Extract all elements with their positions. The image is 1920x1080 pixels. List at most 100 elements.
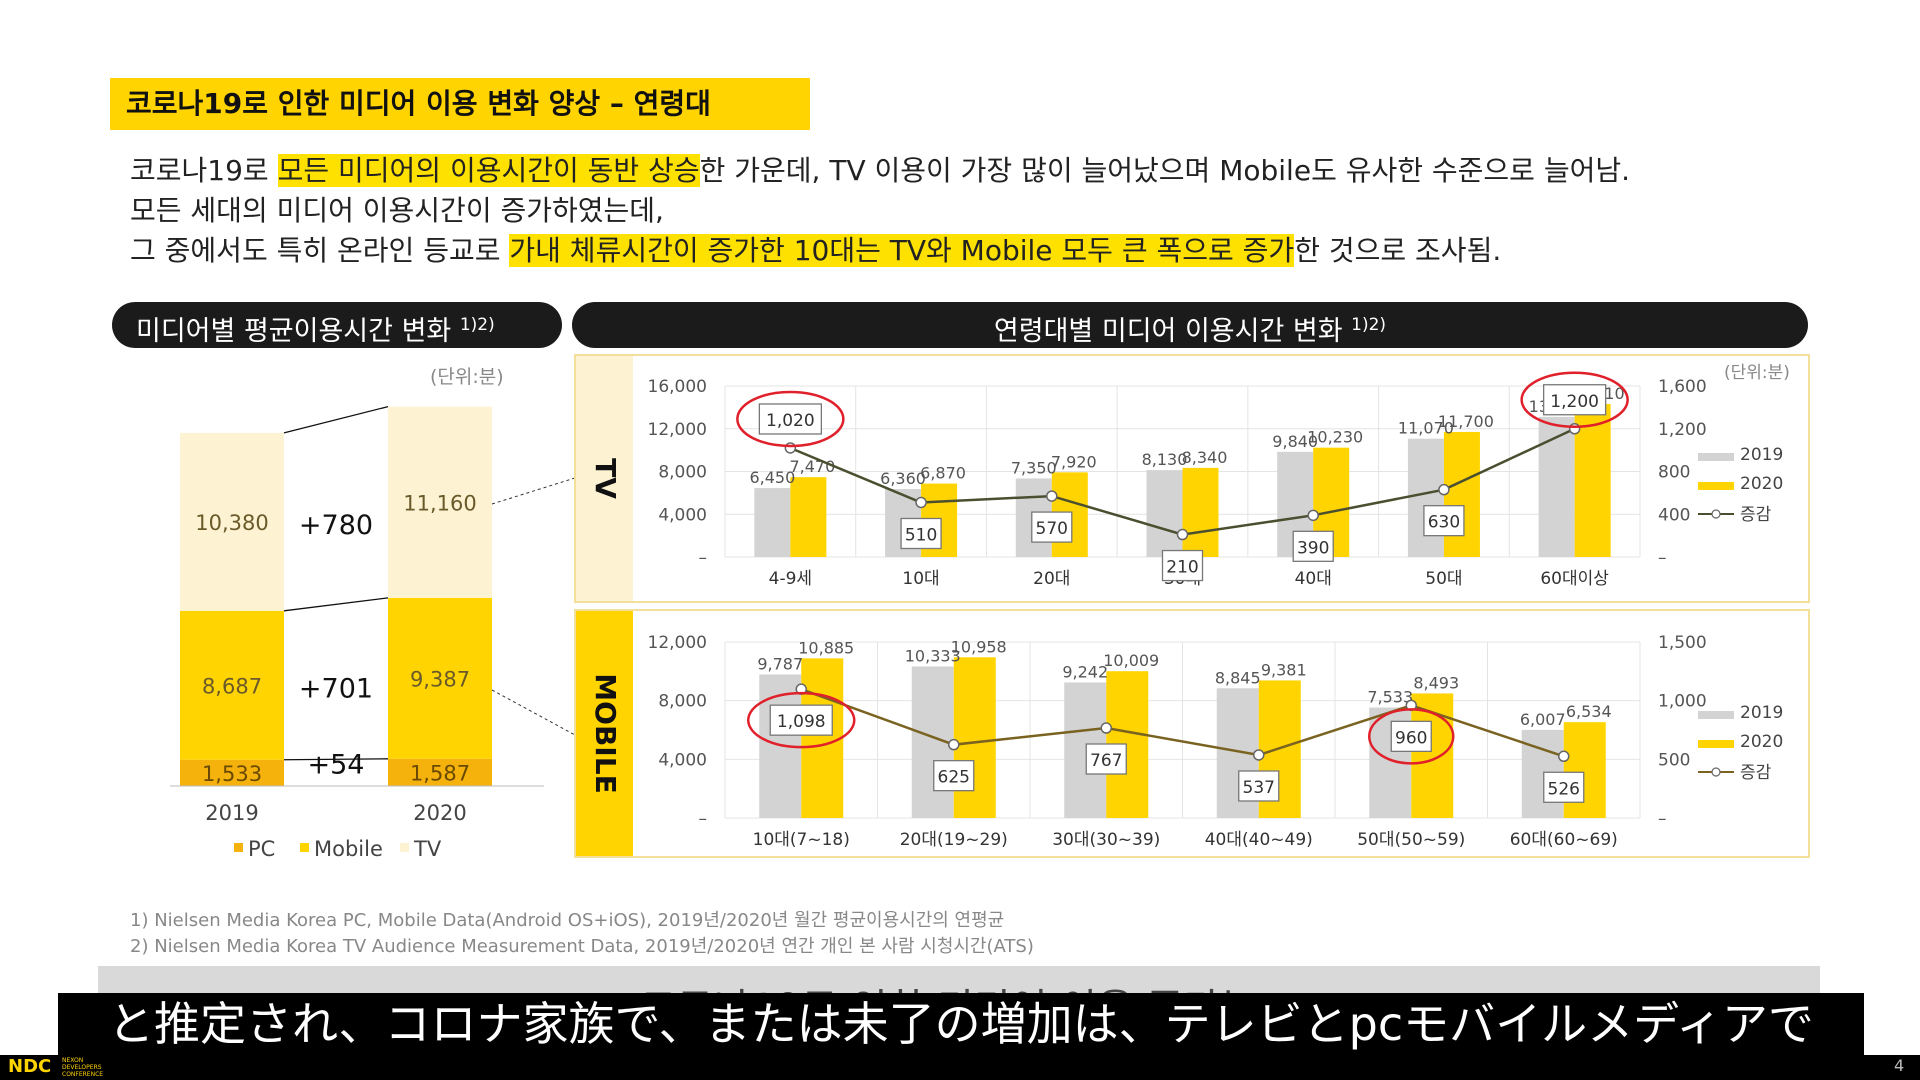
footer-bar: [0, 1055, 1920, 1080]
section-frame: [574, 354, 1810, 603]
y2-tick-label: 1,500: [1658, 633, 1707, 653]
diff-label-box: [1085, 743, 1127, 775]
legend-swatch: [300, 843, 309, 852]
y-tick-label: 12,000: [648, 420, 707, 440]
description-line-2: 모든 세대의 미디어 이용시간이 증가하였는데,: [130, 194, 664, 227]
value-label-2020: 7,920: [1051, 452, 1097, 471]
footnote-2: 2) Nielsen Media Korea TV Audience Measu…: [130, 936, 1034, 957]
category-label: 40대(40~49): [1205, 830, 1313, 850]
text-segment: 그 중에서도 특히 온라인 등교로: [130, 234, 510, 267]
diff-label: 1,020: [766, 411, 815, 431]
value-label-2020: 10,958: [951, 637, 1007, 656]
ndc-logo-subtitle: NEXON DEVELOPERS CONFERENCE: [62, 1057, 104, 1078]
diff-label-box: [769, 704, 833, 736]
y-tick-label: 4,000: [658, 505, 707, 525]
stack-tv-bar: [388, 406, 492, 598]
diff-point: [1253, 749, 1265, 761]
description-line-3: 그 중에서도 특히 온라인 등교로 가내 체류시간이 증가한 10대는 TV와 …: [130, 232, 1501, 270]
category-label: 10대(7~18): [753, 830, 850, 850]
description-line-1: 코로나19로 모든 미디어의 이용시간이 동반 상승한 가운데, TV 이용이 …: [130, 152, 1630, 190]
category-label: 40대: [1295, 569, 1332, 589]
bar-2020: [1563, 722, 1606, 818]
diff-point: [1568, 423, 1581, 435]
category-label: 4-9세: [769, 569, 812, 589]
connector-line: [283, 597, 389, 612]
text-segment: 코로나19로: [130, 154, 278, 187]
value-label-2020: 10,009: [1103, 651, 1159, 670]
category-label: 60대이상: [1540, 569, 1609, 589]
diff-point: [1558, 750, 1570, 763]
value-label-2020: 10,885: [798, 638, 854, 657]
legend-label: 2019: [1740, 703, 1783, 723]
diff-label: 630: [1428, 513, 1460, 533]
left-panel-title: 미디어별 평균이용시간 변화: [136, 316, 452, 347]
stack-value-label: 1,533: [202, 762, 262, 786]
value-label-2019: 8,130: [1142, 450, 1188, 469]
category-label: 50대: [1425, 569, 1462, 589]
value-label-2019: 6,360: [880, 469, 926, 488]
stack-tv-bar: [180, 432, 284, 611]
y-tick-label: 12,000: [648, 633, 707, 653]
stack-pc-bar: [180, 759, 284, 786]
bar-2020: [1443, 431, 1480, 557]
stack-mobile-bar: [180, 610, 284, 760]
category-label: 2020: [413, 801, 466, 825]
value-label-2019: 9,242: [1062, 662, 1108, 681]
value-label-2020: 9,381: [1261, 660, 1307, 679]
diff-label: 526: [1548, 779, 1580, 799]
section-label-strip: [575, 610, 633, 857]
diff-label-box: [1543, 771, 1585, 803]
y2-tick-label: 1,000: [1658, 692, 1707, 712]
y-tick-label: –: [699, 809, 708, 829]
diff-point: [1046, 490, 1058, 502]
ndc-logo: NDC: [8, 1056, 52, 1077]
diff-label: 960: [1395, 728, 1427, 748]
y2-tick-label: –: [1658, 548, 1667, 568]
diff-point: [1438, 483, 1450, 496]
slide-title: 코로나19로 인한 미디어 이용 변화 양상 – 연령대: [126, 87, 711, 120]
y-tick-label: 8,000: [658, 692, 707, 712]
highlight-circle: [1368, 708, 1455, 765]
stack-value-label: 8,687: [202, 674, 262, 698]
diff-label-box: [1542, 384, 1607, 416]
value-label-2019: 6,007: [1520, 710, 1566, 729]
diff-label: 390: [1297, 538, 1329, 558]
y-tick-label: 16,000: [648, 377, 707, 397]
leader-line-tv: [491, 477, 576, 505]
diff-point: [1307, 509, 1319, 522]
bar-2020: [953, 657, 996, 818]
y2-tick-label: –: [1658, 809, 1667, 829]
footnote-1: 1) Nielsen Media Korea PC, Mobile Data(A…: [130, 910, 1005, 931]
diff-label: 210: [1166, 558, 1198, 578]
legend-swatch: [400, 843, 409, 852]
legend-swatch-2019: [1698, 453, 1734, 461]
stack-mobile-bar: [388, 597, 492, 759]
category-label: 20대: [1033, 569, 1070, 589]
legend-swatch: [234, 843, 243, 852]
legend-swatch-2020: [1698, 740, 1734, 748]
legend-label: TV: [413, 837, 442, 861]
highlight-circle: [736, 390, 845, 448]
diff-point: [784, 442, 797, 454]
diff-label-box: [1390, 720, 1432, 753]
diff-point: [1176, 528, 1189, 541]
diff-point: [1100, 722, 1112, 734]
section-label: TV: [589, 458, 622, 499]
value-label-2019: 10,333: [905, 646, 961, 665]
bar-2019: [1407, 438, 1444, 557]
stack-pc-bar: [388, 758, 492, 786]
category-label: 60대(60~69): [1510, 830, 1618, 850]
section-frame: [574, 609, 1810, 858]
diff-label-box: [1161, 549, 1204, 582]
bar-2019: [754, 488, 791, 557]
footnote-ref: 1)2): [459, 315, 495, 335]
diff-label-box: [758, 403, 823, 435]
leader-line-mobile: [491, 689, 576, 736]
legend-swatch-point: [1711, 767, 1721, 777]
left-unit-label: (단위:분): [430, 366, 504, 388]
value-label-2020: 7,470: [789, 457, 835, 476]
value-label-2020: 11,700: [1438, 412, 1494, 431]
legend-label: 증감: [1740, 763, 1772, 783]
bar-2019: [1538, 416, 1575, 557]
